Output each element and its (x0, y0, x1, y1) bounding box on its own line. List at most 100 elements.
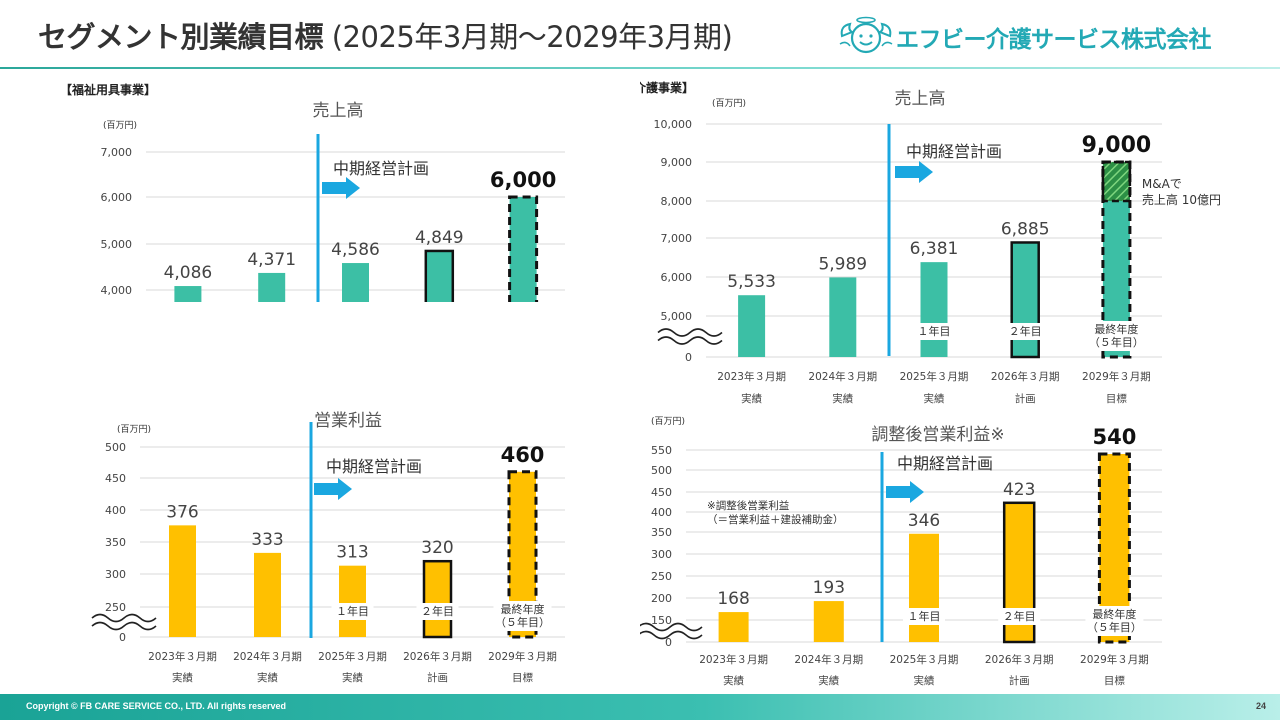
bar-target (509, 197, 537, 302)
plan-label: 中期経営計画 (326, 457, 422, 476)
year-label-box (903, 608, 945, 625)
axis-break-icon (640, 622, 703, 632)
y-tick-label: 450 (651, 486, 672, 499)
year-label-box (1085, 606, 1144, 636)
y-tick-label: 7,000 (101, 146, 133, 159)
y-tick-label: 250 (105, 601, 126, 614)
value-label: 5,989 (818, 254, 867, 274)
footnote: ※調整後営業利益（＝営業利益＋建設補助金） (707, 499, 844, 526)
y-tick-label: 400 (651, 506, 672, 519)
value-label: 5,533 (727, 272, 776, 292)
value-label: 4,086 (164, 263, 213, 283)
y-tick-label: 0 (685, 351, 692, 364)
y-tick-label: 400 (105, 504, 126, 517)
bar (174, 286, 202, 302)
axis-break-icon (657, 328, 723, 337)
value-label: 540 (1092, 425, 1136, 449)
unit-label: (百万円) (117, 424, 151, 435)
y-tick-label: 500 (651, 464, 672, 477)
chart-welfare-sales: 【福祉用具事業】(百万円)売上高04,0005,0006,0007,0004,0… (60, 82, 565, 302)
x-subcategory-label: 実績 (172, 671, 193, 684)
y-tick-label: 6,000 (101, 191, 133, 204)
value-label: 346 (908, 511, 940, 531)
segment-label: 【介護事業】 (640, 80, 694, 95)
year-label-box (1004, 323, 1047, 340)
bar (909, 533, 939, 642)
x-subcategory-label: 計画 (427, 671, 448, 684)
value-label: 168 (717, 589, 749, 609)
company-logo: エフビー介護サービス株式会社 (838, 16, 1258, 56)
page-number: 24 (1255, 701, 1266, 711)
title-underline (0, 67, 1280, 69)
value-label: 4,586 (331, 240, 380, 260)
value-label: 9,000 (1082, 133, 1152, 158)
page-title-period: (2025年3月期～2029年3月期) (331, 20, 733, 54)
y-tick-label: 300 (651, 548, 672, 561)
y-tick-label: 9,000 (661, 156, 693, 169)
year-label-box (416, 603, 459, 620)
footer-bar: Copyright © FB CARE SERVICE CO., LTD. Al… (0, 694, 1280, 720)
y-tick-label: 350 (651, 526, 672, 539)
x-category-label: 2024年３月期 (808, 370, 877, 383)
y-tick-label: 200 (651, 592, 672, 605)
year-label-box (998, 608, 1041, 625)
x-category-label: 2026年３月期 (403, 650, 472, 663)
y-tick-label: 550 (651, 444, 672, 457)
bar-target-outline (507, 470, 538, 639)
year-label: １年目 (336, 604, 369, 618)
value-label: 193 (813, 578, 845, 598)
y-tick-label: 300 (105, 568, 126, 581)
year-label: 最終年度（５年目） (1089, 322, 1144, 349)
ma-note: M&Aで売上高 10億円 (1142, 177, 1221, 207)
bar (422, 559, 453, 639)
x-subcategory-label: 実績 (832, 392, 853, 405)
y-tick-label: 5,000 (101, 238, 133, 251)
arrow-right-icon (314, 478, 352, 500)
chart-title: 調整後営業利益※ (871, 425, 1004, 445)
axis-break-icon (640, 630, 703, 640)
bar (920, 262, 948, 357)
unit-label: (百万円) (651, 416, 685, 427)
arrow-right-icon (886, 481, 924, 503)
axis-break-icon (91, 613, 157, 623)
x-subcategory-label: 実績 (257, 671, 278, 684)
value-label: 376 (166, 502, 198, 522)
bar (424, 249, 455, 302)
year-label: 最終年度（５年目） (495, 602, 550, 629)
page-title-main: セグメント別業績目標 (38, 20, 324, 54)
y-tick-label: 0 (119, 631, 126, 644)
bar (254, 552, 281, 637)
value-label: 320 (421, 538, 453, 558)
x-subcategory-label: 計画 (1015, 392, 1036, 405)
bar-target-outline (1097, 452, 1131, 644)
bar (169, 525, 196, 637)
x-subcategory-label: 実績 (342, 671, 363, 684)
bar (258, 272, 286, 302)
value-label: 4,371 (247, 250, 296, 270)
page-title: セグメント別業績目標 (2025年3月期～2029年3月期) (38, 14, 733, 56)
y-tick-label: 0 (665, 636, 672, 649)
x-subcategory-label: 目標 (1106, 392, 1127, 405)
y-tick-label: 150 (651, 614, 672, 627)
x-subcategory-label: 実績 (914, 674, 935, 687)
y-tick-label: 4,000 (101, 284, 133, 297)
year-label: １年目 (918, 324, 951, 338)
axis-break-icon (91, 621, 157, 631)
x-category-label: 2025年３月期 (318, 650, 387, 663)
arrow-right-icon (895, 161, 933, 183)
x-category-label: 2026年３月期 (985, 653, 1054, 666)
y-tick-label: 10,000 (654, 118, 693, 131)
bar (718, 612, 749, 642)
plan-label: 中期経営計画 (897, 454, 993, 473)
bar (738, 295, 766, 357)
year-label-box (913, 323, 955, 340)
year-label-box (493, 601, 552, 631)
x-category-label: 2026年３月期 (991, 370, 1060, 383)
value-label: 6,000 (490, 168, 556, 192)
x-subcategory-label: 計画 (1009, 674, 1030, 687)
y-tick-label: 500 (105, 441, 126, 454)
y-tick-label: 350 (105, 536, 126, 549)
chart-care-sales: 【介護事業】 (百万円) 売上高 0 5,000 6,000 7,000 8,000 9,000… (640, 80, 1221, 405)
chart-care-adjusted-operating-profit: (百万円) 調整後営業利益※ 0 150 200 250 300 350 400 450 500 55… (640, 416, 1162, 687)
x-category-label: 2025年３月期 (890, 653, 959, 666)
